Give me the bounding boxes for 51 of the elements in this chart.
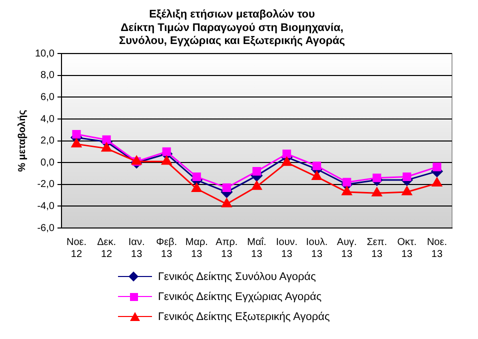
chart-title: Εξέλιξη ετήσιων μεταβολών του Δείκτη Τιμών Παραγωγού στη Βιομηχανία, Συνόλου, Εγχώριας και Εξωτερικής Αγοράς [118, 8, 346, 48]
point [372, 174, 382, 182]
point [222, 198, 232, 208]
y-tick-label: -4,0 [37, 200, 55, 212]
legend-label: Γενικός Δείκτης Εγχώριας Αγοράς [158, 291, 322, 303]
point [342, 186, 352, 196]
point [192, 172, 201, 182]
y-tick-label: 4,0 [40, 114, 55, 125]
point [402, 186, 412, 196]
y-tick-label: 10,0 [34, 48, 55, 60]
point [312, 162, 322, 170]
y-tick-label: -2,0 [37, 179, 55, 190]
point [72, 130, 81, 139]
point [71, 138, 82, 148]
y-tick-label: 0,0 [40, 157, 55, 168]
x-tick-label: Ιουλ. 13 [306, 236, 328, 260]
point [101, 142, 112, 152]
y-tick-label: -6,0 [37, 222, 55, 234]
x-tick-label: Απρ. 13 [216, 236, 238, 260]
point [252, 167, 262, 176]
point [402, 172, 412, 182]
y-tick-label: 2,0 [40, 136, 55, 147]
x-tick-label: Αυγ. 13 [336, 236, 357, 260]
point [252, 180, 262, 190]
x-tick-label: Ιαν. 13 [128, 236, 145, 260]
x-tick-label: Μαΐ. 13 [247, 236, 266, 260]
x-tick-label: Φεβ. 13 [156, 236, 178, 260]
x-tick-label: Σεπ. 13 [366, 236, 388, 260]
point [282, 150, 292, 158]
legend-label: Γενικός Δείκτης Εξωτερικής Αγοράς [158, 311, 330, 323]
y-tick-label: 8,0 [40, 70, 55, 82]
y-tick-label: 6,0 [40, 92, 55, 103]
point [372, 187, 382, 196]
point [432, 178, 442, 187]
x-tick-label: Οκτ. 13 [397, 236, 417, 260]
x-tick-label: Νοε. 12 [66, 236, 86, 260]
x-tick-label: Ιουν. 13 [276, 236, 298, 260]
point [432, 162, 442, 172]
point [162, 147, 171, 156]
point [312, 171, 322, 180]
y-axis-title: % μεταβολής [16, 110, 28, 172]
legend-label: Γενικός Δείκτης Συνόλου Αγοράς [158, 271, 316, 283]
point [282, 156, 292, 166]
point [162, 156, 172, 165]
x-tick-label: Νοε. 13 [426, 236, 447, 260]
point [192, 183, 202, 192]
point [342, 178, 352, 187]
x-tick-label: Μαρ. 13 [185, 236, 208, 260]
x-tick-label: Δεκ. 12 [97, 236, 116, 260]
point [102, 135, 111, 144]
point [222, 183, 231, 192]
